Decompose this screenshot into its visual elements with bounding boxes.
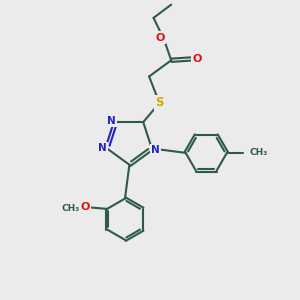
Text: CH₃: CH₃: [61, 204, 80, 213]
Text: N: N: [98, 143, 106, 153]
Text: N: N: [151, 145, 160, 155]
Text: O: O: [156, 33, 165, 43]
Text: O: O: [80, 202, 90, 212]
Text: N: N: [107, 116, 116, 126]
Text: S: S: [155, 97, 164, 110]
Text: CH₃: CH₃: [250, 148, 268, 158]
Text: O: O: [192, 54, 202, 64]
